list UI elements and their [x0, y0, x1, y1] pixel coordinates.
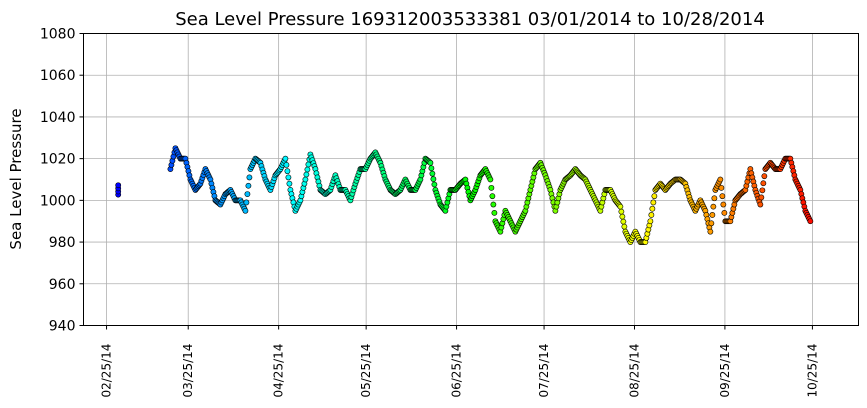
data-point: [487, 176, 494, 183]
y-tick-label: 1040: [40, 110, 76, 126]
data-point: [282, 155, 289, 162]
data-point-interp: [431, 181, 438, 188]
data-point-interp: [488, 184, 495, 191]
data-point-interp: [620, 218, 627, 225]
y-tick-label: 1020: [40, 152, 76, 168]
data-point-interp: [760, 180, 767, 187]
x-tick-label: 06/25/14: [450, 344, 464, 398]
data-point-interp: [650, 199, 657, 206]
data-point-interp: [758, 194, 765, 201]
data-point: [617, 203, 624, 210]
data-point-interp: [711, 195, 718, 202]
y-tick-label: 1060: [40, 68, 76, 84]
data-point: [302, 176, 309, 183]
x-tick-label: 04/25/14: [272, 344, 286, 398]
x-tick-label: 02/25/14: [100, 344, 114, 398]
data-point-interp: [621, 223, 628, 230]
data-point-interp: [718, 184, 725, 191]
data-point-interp: [246, 174, 253, 181]
x-tick-label: 10/25/14: [805, 344, 819, 398]
data-point-interp: [720, 201, 727, 208]
data-point-interp: [243, 199, 250, 206]
x-tick-label: 09/25/14: [718, 344, 732, 398]
y-tick-label: 1080: [40, 27, 76, 43]
data-point: [647, 218, 654, 225]
data-point-interp: [303, 171, 310, 178]
y-tick-label: 1000: [40, 193, 76, 209]
data-point: [115, 182, 122, 189]
y-tick-label: 960: [49, 277, 76, 293]
data-point-interp: [721, 209, 728, 216]
data-point-interp: [719, 193, 726, 200]
data-point: [717, 176, 724, 183]
data-point-interp: [285, 174, 292, 181]
data-point-interp: [651, 193, 658, 200]
data-point-interp: [491, 209, 498, 216]
data-point: [707, 228, 714, 235]
y-tick-label: 980: [49, 235, 76, 251]
y-axis-label: Sea Level Pressure: [7, 108, 25, 249]
data-point-interp: [284, 168, 291, 175]
data-point-interp: [283, 161, 290, 168]
data-point-interp: [305, 161, 312, 168]
data-point-interp: [710, 203, 717, 210]
data-points: [115, 145, 814, 245]
data-point: [757, 201, 764, 208]
chart-title: Sea Level Pressure 169312003533381 03/01…: [175, 9, 765, 30]
data-point-interp: [761, 173, 768, 180]
data-point-interp: [286, 180, 293, 187]
data-point-interp: [648, 212, 655, 218]
axes: 940 960 980 1000 1020 1040 1060 1080 02/25/14 03/…: [40, 27, 820, 398]
x-tick-label: 08/25/14: [627, 344, 641, 398]
data-point-interp: [430, 176, 437, 182]
data-point-interp: [244, 191, 251, 197]
data-point-interp: [490, 201, 497, 208]
data-point-interp: [428, 165, 435, 172]
data-point-interp: [649, 205, 656, 212]
data-point-interp: [709, 212, 716, 218]
data-point-interp: [304, 166, 311, 173]
data-point: [427, 159, 434, 166]
plot-frame: [83, 33, 859, 326]
data-point-interp: [489, 193, 496, 200]
data-point: [807, 218, 814, 225]
data-point-interp: [708, 220, 715, 227]
data-point-interp: [429, 170, 436, 177]
y-tick-label: 940: [49, 319, 76, 335]
x-tick-label: 03/25/14: [181, 344, 195, 398]
data-point-interp: [618, 208, 625, 215]
data-point-interp: [619, 213, 626, 220]
x-tick-label: 05/25/14: [359, 344, 373, 398]
x-tick-label: 07/25/14: [537, 344, 551, 398]
data-point-interp: [245, 182, 252, 189]
data-point-interp: [759, 187, 766, 194]
data-point: [242, 207, 249, 214]
